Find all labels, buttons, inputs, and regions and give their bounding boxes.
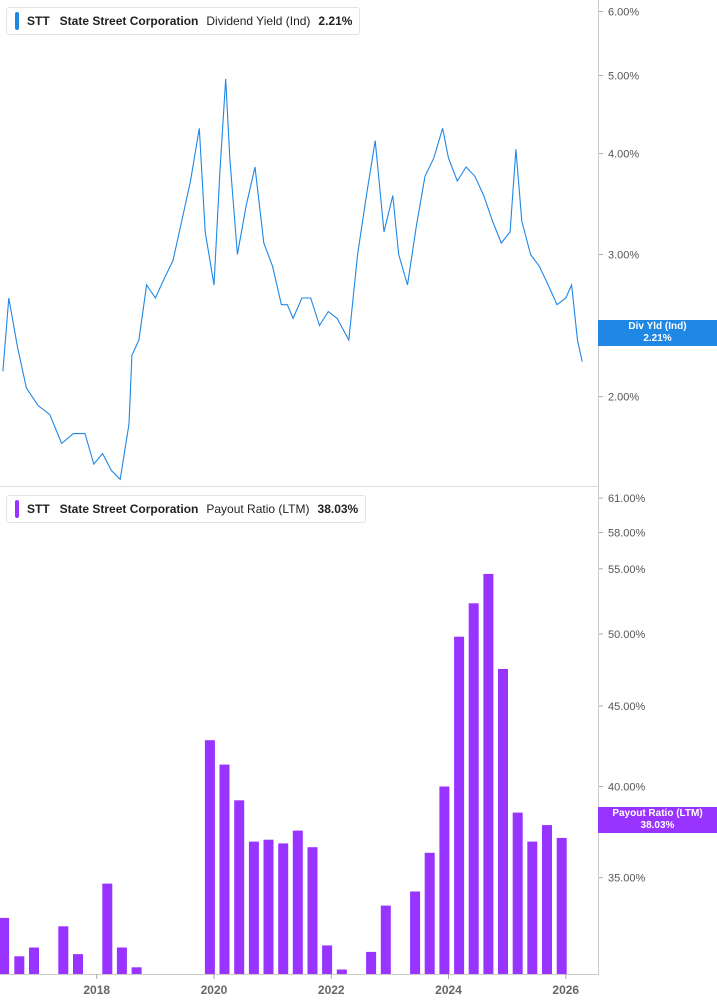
legend-metric: Payout Ratio (LTM): [206, 502, 310, 516]
payout-bar: [29, 947, 39, 974]
payout-ratio-legend[interactable]: STT State Street Corporation Payout Rati…: [6, 495, 367, 523]
payout-bar: [542, 825, 552, 974]
payout-bar: [219, 764, 230, 974]
flag-label: Div Yld (Ind): [628, 321, 687, 332]
payout-bar: [468, 603, 479, 974]
payout-bar: [73, 954, 83, 974]
payout-bar: [483, 573, 494, 974]
payout-bar: [439, 786, 450, 974]
y-tick-label: 55.00%: [608, 564, 646, 576]
x-axis: 2018 2020 2022 2024 2026: [83, 974, 579, 997]
payout-bar: [263, 839, 274, 974]
payout-bar: [131, 967, 142, 974]
payout-ratio-bars: [0, 573, 567, 974]
y-tick-label: 61.00%: [608, 493, 646, 505]
payout-bar: [292, 830, 303, 974]
legend-metric: Dividend Yield (Ind): [206, 14, 311, 28]
flag-value: 38.03%: [640, 820, 675, 831]
payout-bar: [0, 917, 10, 974]
payout-bar: [366, 951, 377, 974]
payout-bar: [278, 843, 289, 974]
y-tick-label: 3.00%: [608, 249, 639, 261]
payout-bar: [336, 969, 347, 974]
y-tick-label: 58.00%: [608, 528, 646, 540]
dividend-yield-legend[interactable]: STT State Street Corporation Dividend Yi…: [6, 7, 361, 35]
y-tick-label: 6.00%: [608, 6, 639, 18]
payout-bar: [102, 883, 113, 974]
y-tick-label: 5.00%: [608, 70, 639, 82]
legend-company: State Street Corporation: [59, 14, 199, 28]
y-tick-label: 45.00%: [608, 701, 646, 713]
legend-value: 38.03%: [317, 502, 359, 516]
series-color-swatch: [15, 500, 19, 518]
payout-bar: [116, 947, 127, 974]
x-tick-label: 2024: [435, 983, 462, 997]
payout-bar: [58, 926, 69, 974]
payout-ratio-y-axis: 61.00% 58.00% 55.00% 50.00% 45.00% 40.00% 35.0…: [598, 493, 646, 885]
legend-company: State Street Corporation: [59, 502, 199, 516]
payout-bar: [14, 956, 25, 974]
x-tick-label: 2022: [318, 983, 345, 997]
dividend-yield-y-axis: 6.00% 5.00% 4.00% 3.00% 2.00%: [598, 6, 639, 404]
payout-ratio-value-flag: Payout Ratio (LTM) 38.03%: [598, 807, 717, 833]
payout-bar: [322, 945, 333, 974]
x-tick-label: 2020: [201, 983, 228, 997]
payout-ratio-panel: 61.00% 58.00% 55.00% 50.00% 45.00% 40.00% 35.0…: [0, 493, 646, 974]
payout-bar: [527, 841, 538, 974]
payout-bar: [424, 852, 435, 974]
dividend-yield-panel: 6.00% 5.00% 4.00% 3.00% 2.00%: [2, 6, 639, 481]
payout-bar: [380, 905, 391, 974]
payout-bar: [498, 669, 508, 974]
x-tick-label: 2026: [552, 983, 579, 997]
y-tick-label: 2.00%: [608, 392, 639, 404]
legend-ticker: STT: [27, 502, 50, 516]
legend-value: 2.21%: [318, 14, 353, 28]
flag-label: Payout Ratio (LTM): [612, 808, 703, 819]
y-tick-label: 40.00%: [608, 781, 646, 793]
y-tick-label: 35.00%: [608, 873, 646, 885]
payout-bar: [204, 740, 215, 974]
payout-bar: [234, 800, 245, 974]
payout-bar: [512, 812, 523, 974]
flag-value: 2.21%: [643, 333, 672, 344]
payout-bar: [454, 636, 465, 974]
payout-bar: [248, 841, 259, 974]
dividend-yield-line: [2, 78, 583, 481]
x-tick-label: 2018: [83, 983, 110, 997]
y-tick-label: 50.00%: [608, 629, 646, 641]
legend-ticker: STT: [27, 14, 50, 28]
payout-bar: [556, 837, 567, 974]
dividend-yield-value-flag: Div Yld (Ind) 2.21%: [598, 320, 717, 346]
payout-bar: [307, 847, 318, 974]
payout-bar: [410, 891, 421, 974]
series-color-swatch: [15, 12, 19, 30]
y-tick-label: 4.00%: [608, 149, 639, 161]
